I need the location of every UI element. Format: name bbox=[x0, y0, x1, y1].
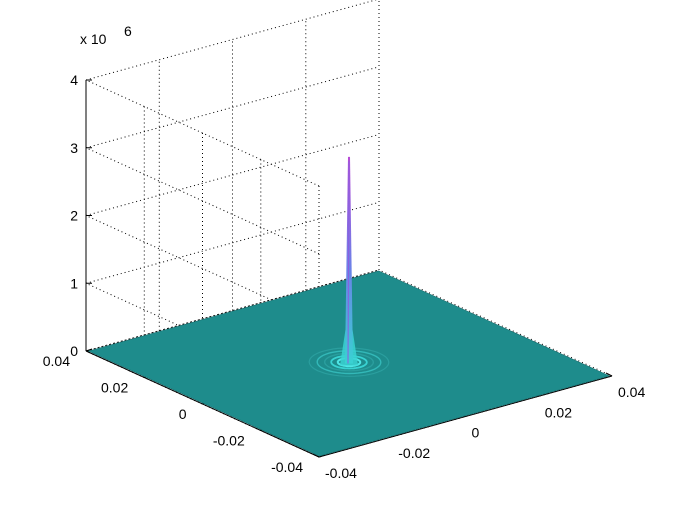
y-tick-label-2: 0 bbox=[179, 406, 187, 422]
z-exponent-power: 6 bbox=[124, 23, 132, 39]
y-tick-label-3: 0.02 bbox=[101, 380, 128, 396]
x-tick-label-0: -0.04 bbox=[325, 465, 357, 481]
x-tick-4 bbox=[605, 372, 613, 377]
peak-highlight bbox=[347, 160, 350, 364]
x-tick-label-1: -0.02 bbox=[398, 445, 430, 461]
z-exponent: x 10 6 bbox=[80, 23, 132, 47]
y-tick-0 bbox=[318, 454, 326, 458]
z-tick-label-2: 2 bbox=[70, 208, 78, 224]
x-tick-label-4: 0.04 bbox=[618, 384, 645, 400]
z-exponent-label: x 10 bbox=[80, 31, 107, 47]
z-tick-label-4: 4 bbox=[70, 72, 78, 88]
y-tick-label-0: -0.04 bbox=[271, 459, 303, 475]
y-tick-4 bbox=[85, 348, 93, 352]
z-tick-label-0: 0 bbox=[70, 343, 78, 359]
x-tick-label-3: 0.02 bbox=[545, 404, 572, 420]
x-tick-0 bbox=[312, 453, 320, 458]
y-tick-label-1: -0.02 bbox=[213, 433, 245, 449]
grid-x-3 bbox=[305, 19, 540, 397]
grid-x-1 bbox=[158, 59, 393, 438]
surface bbox=[87, 156, 611, 457]
z-tick-label-3: 3 bbox=[70, 140, 78, 156]
x-tick-label-2: 0 bbox=[472, 425, 480, 441]
y-tick-label-4: 0.04 bbox=[43, 353, 70, 369]
grid-x-4 bbox=[378, 0, 613, 377]
grid-x-2 bbox=[232, 39, 466, 417]
z-tick-label-1: 1 bbox=[70, 275, 78, 291]
tick-labels: 0 1 2 3 4 -0.04 -0.02 0 0.02 0.04 -0.04 -0.02 0 0.02 0… bbox=[43, 72, 646, 481]
